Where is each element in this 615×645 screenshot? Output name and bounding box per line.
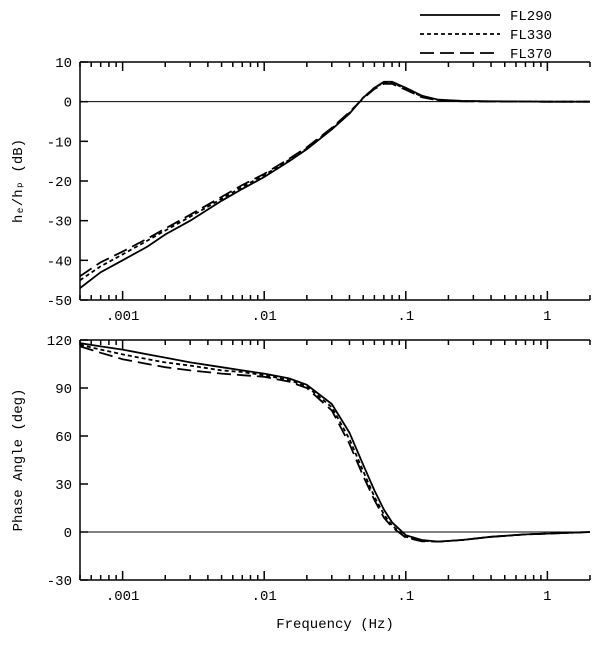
svg-text:-10: -10 xyxy=(47,135,72,151)
series-FL290 xyxy=(80,82,590,288)
bode-svg: FL290FL330FL370100-10-20-30-40-50.001.01… xyxy=(0,0,615,645)
svg-text:.001: .001 xyxy=(106,589,140,605)
svg-text:120: 120 xyxy=(47,334,72,350)
svg-text:.1: .1 xyxy=(397,309,414,325)
svg-text:10: 10 xyxy=(55,56,72,72)
svg-text:-30: -30 xyxy=(47,215,72,231)
svg-text:-30: -30 xyxy=(47,574,72,590)
svg-text:1: 1 xyxy=(543,309,551,325)
svg-text:0: 0 xyxy=(64,526,72,542)
svg-text:.1: .1 xyxy=(397,589,414,605)
series-FL370 xyxy=(80,346,590,541)
svg-text:0: 0 xyxy=(64,96,72,112)
svg-text:60: 60 xyxy=(55,430,72,446)
svg-text:30: 30 xyxy=(55,478,72,494)
svg-text:.01: .01 xyxy=(252,589,277,605)
legend-label-FL290: FL290 xyxy=(510,9,552,25)
x-axis-label: Frequency (Hz) xyxy=(276,617,394,633)
series-FL370 xyxy=(80,84,590,276)
series-FL290 xyxy=(80,343,590,541)
svg-text:90: 90 xyxy=(55,382,72,398)
legend-label-FL330: FL330 xyxy=(510,28,552,44)
svg-text:-40: -40 xyxy=(47,254,72,270)
svg-text:-20: -20 xyxy=(47,175,72,191)
series-FL330 xyxy=(80,83,590,281)
svg-text:-50: -50 xyxy=(47,294,72,310)
phase-ylabel: Phase Angle (deg) xyxy=(11,389,27,532)
svg-text:.01: .01 xyxy=(252,309,277,325)
svg-text:1: 1 xyxy=(543,589,551,605)
mag-ylabel: hₑ/hₚ (dB) xyxy=(11,139,27,223)
legend-label-FL370: FL370 xyxy=(510,47,552,63)
series-FL330 xyxy=(80,345,590,542)
svg-text:.001: .001 xyxy=(106,309,140,325)
bode-chart: FL290FL330FL370100-10-20-30-40-50.001.01… xyxy=(0,0,615,645)
